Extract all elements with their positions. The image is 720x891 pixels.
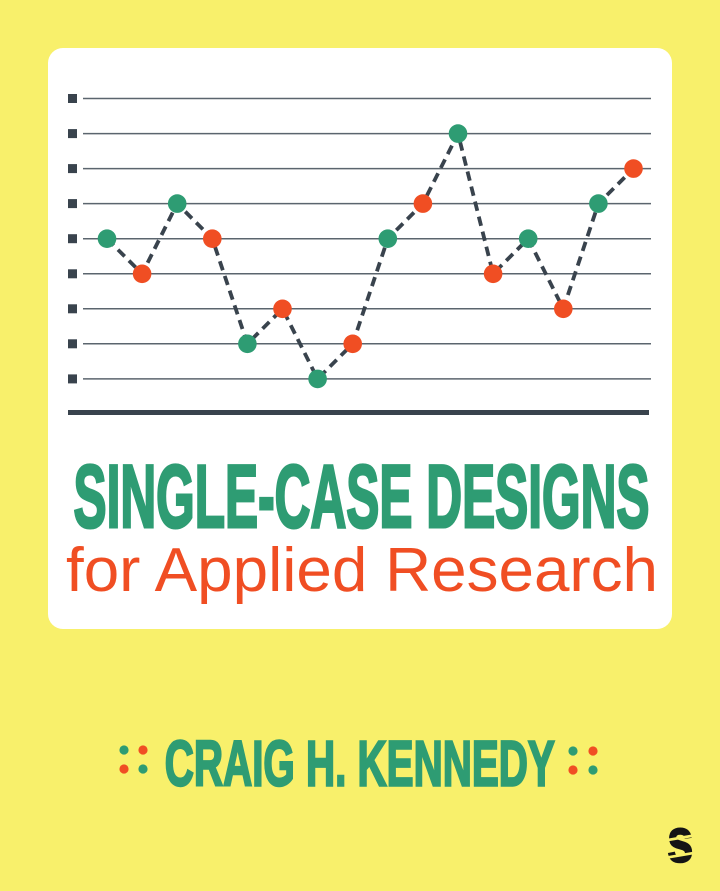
svg-text:SINGLE-CASE DESIGNS: SINGLE-CASE DESIGNS	[74, 446, 650, 546]
svg-text:for Applied Research: for Applied Research	[66, 536, 658, 605]
svg-text:CRAIG H. KENNEDY: CRAIG H. KENNEDY	[165, 728, 555, 800]
svg-text:s: s	[667, 807, 694, 876]
